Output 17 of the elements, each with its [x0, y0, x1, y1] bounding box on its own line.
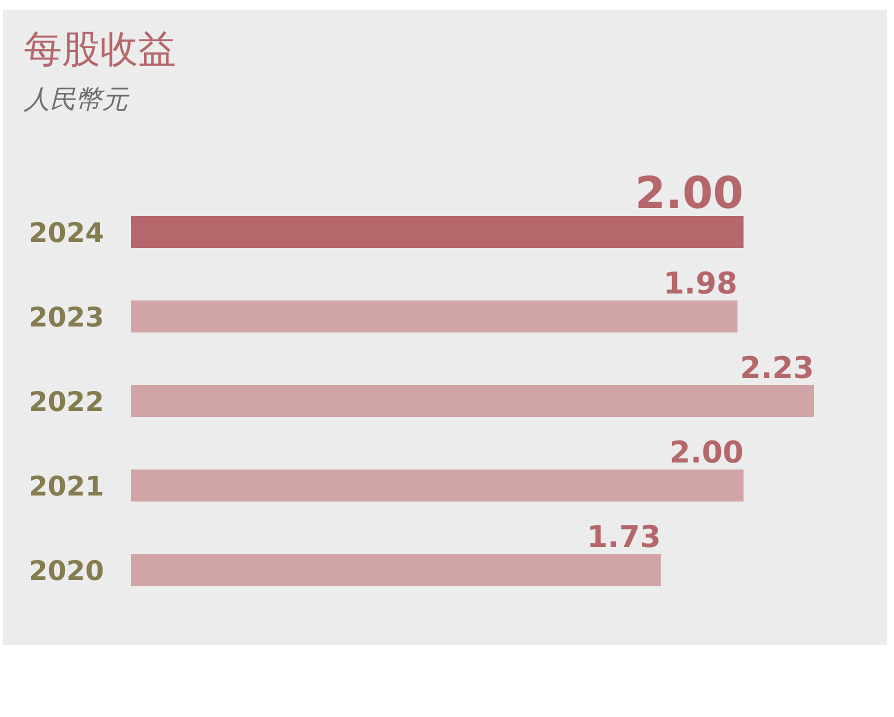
y-tick-label: 2020 [28, 556, 104, 587]
data-label: 1.98 [663, 266, 738, 302]
data-label: 1.73 [586, 520, 661, 555]
y-tick-label: 2024 [28, 218, 104, 249]
chart-subtitle: 人民幣元 [23, 85, 130, 115]
bar [131, 216, 744, 248]
data-label: 2.23 [740, 351, 814, 386]
y-tick-label: 2021 [28, 472, 104, 502]
bar [131, 300, 738, 332]
y-tick-label: 2023 [28, 302, 104, 334]
chart-title: 每股收益 [24, 27, 176, 71]
y-tick-label: 2022 [28, 387, 104, 418]
data-label: 2.00 [634, 168, 744, 219]
data-label: 2.00 [670, 436, 744, 470]
bar [131, 554, 661, 586]
bar [131, 470, 744, 502]
bar [131, 385, 814, 417]
